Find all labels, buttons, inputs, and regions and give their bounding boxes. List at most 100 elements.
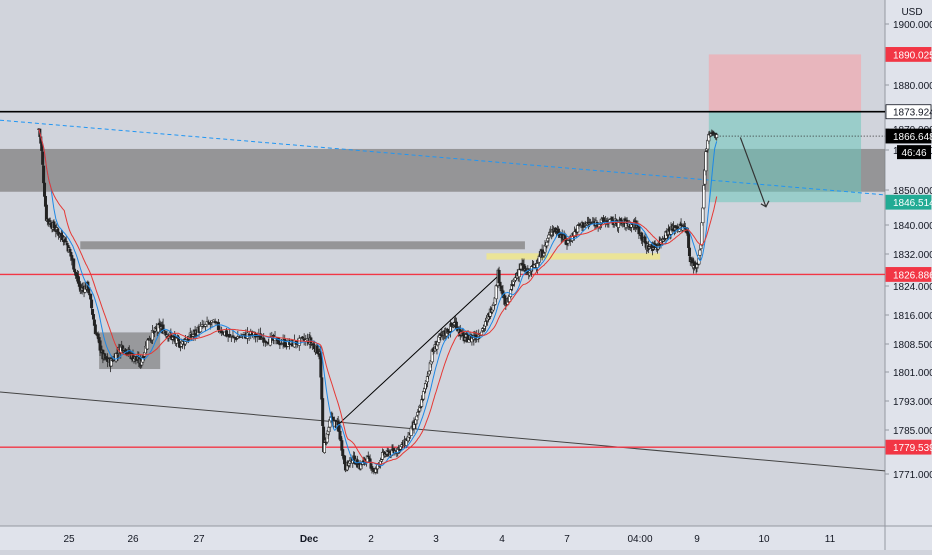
- projection-arrow: [739, 137, 767, 208]
- candle-body: [715, 134, 719, 138]
- candle-body: [87, 287, 91, 294]
- candle-body: [225, 330, 229, 337]
- price-badge-label: 1779.539: [893, 443, 932, 454]
- price-tick-label: 1850.000: [893, 186, 932, 197]
- candle-body: [228, 334, 232, 338]
- time-axis-labels: 25 26 27 Dec 2 3 4 7 04:00 9 10 11: [63, 534, 835, 545]
- candle-body: [231, 335, 235, 337]
- time-label: 9: [694, 534, 700, 545]
- price-badge-label: 1826.886: [893, 270, 932, 281]
- price-badge-box: [885, 128, 932, 144]
- candle-body: [89, 293, 93, 300]
- trade-stop-zone: [708, 54, 862, 112]
- candle-body: [380, 459, 384, 462]
- price-tick-label: 1816.000: [893, 311, 932, 322]
- candle-body: [68, 248, 72, 253]
- time-label: 04:00: [627, 534, 652, 545]
- candle-body: [220, 330, 224, 333]
- price-tick-label: 1832.000: [893, 250, 932, 261]
- time-label: 4: [499, 534, 505, 545]
- candle-body: [90, 299, 94, 309]
- candle-body: [297, 337, 301, 346]
- candle-body: [371, 467, 375, 470]
- price-tick-label: 1801.000: [893, 368, 932, 379]
- candle-body: [246, 332, 250, 339]
- price-badge: 1866.648: [885, 128, 932, 144]
- candle-body: [321, 398, 325, 426]
- price-badge-box: [885, 267, 932, 282]
- candle-body: [212, 319, 216, 323]
- candle-body: [498, 281, 502, 287]
- candle-body: [208, 323, 212, 325]
- candle-body: [255, 335, 259, 338]
- price-badge-box: [885, 47, 932, 62]
- candle-body: [199, 326, 203, 333]
- currency-label: USD: [901, 7, 922, 18]
- time-label: 26: [127, 534, 139, 545]
- candle-body: [333, 419, 337, 422]
- price-badge-label: 1873.924: [893, 108, 932, 119]
- trendline-1: [0, 391, 886, 472]
- trendline-0: [0, 119, 886, 196]
- price-badge-box: [885, 439, 932, 455]
- candle-body: [91, 314, 95, 320]
- candle-body: [701, 207, 705, 224]
- candle-body: [679, 223, 683, 227]
- price-tick-label: 1793.000: [893, 397, 932, 408]
- candle-body: [702, 185, 706, 209]
- time-axis-background: [0, 526, 932, 550]
- candle-body: [426, 373, 430, 377]
- candle-body: [258, 333, 262, 340]
- candle-body: [687, 247, 691, 257]
- candle-body: [417, 411, 421, 413]
- candle-body: [247, 334, 251, 336]
- candle-body: [279, 343, 283, 345]
- candle-body: [41, 151, 45, 165]
- candle-body: [494, 285, 498, 300]
- candle-body: [698, 249, 702, 256]
- candle-body: [96, 333, 100, 338]
- candle-body: [419, 406, 423, 409]
- candle-body: [412, 422, 416, 429]
- time-label: Dec: [300, 534, 319, 545]
- candle-body: [319, 352, 323, 378]
- trade-target-zone: [708, 111, 862, 203]
- candle-body: [146, 339, 150, 350]
- price-tick-label: 1880.000: [893, 81, 932, 92]
- price-badges: 1890.025 1873.924 1866.648 1846.514 1826.886…: [885, 47, 932, 455]
- candle-body: [265, 341, 269, 344]
- candle-body: [150, 330, 154, 341]
- time-label: 7: [564, 534, 570, 545]
- price-badge-box: [885, 194, 932, 210]
- price-tick-label: 1900.000: [893, 20, 932, 31]
- candle-body: [64, 240, 68, 243]
- time-label: 2: [368, 534, 374, 545]
- price-badge: 1826.886: [885, 267, 932, 282]
- time-label: 3: [433, 534, 439, 545]
- moving-average-fast: [38, 128, 718, 467]
- candle-body: [704, 151, 708, 172]
- candle-body: [547, 234, 551, 239]
- price-badge: 1890.025: [885, 47, 932, 62]
- price-badge-label: 1846.514: [893, 198, 932, 209]
- candle-body: [239, 336, 243, 338]
- time-label: 10: [758, 534, 770, 545]
- price-tick-label: 1808.500: [893, 340, 932, 351]
- price-badge-box: [885, 104, 932, 120]
- countdown-label: 46:46: [901, 148, 926, 159]
- projection-arrow-head: [760, 200, 770, 208]
- candle-body: [700, 222, 704, 246]
- candle-body: [535, 263, 539, 268]
- candle-body: [203, 324, 207, 327]
- candle-body: [322, 442, 326, 454]
- time-label: 11: [825, 534, 836, 545]
- price-badge-label: 1890.025: [893, 50, 932, 61]
- candle-body: [545, 241, 549, 247]
- candle-body: [98, 340, 102, 351]
- candle-body: [497, 269, 501, 284]
- moving-average-slow: [38, 128, 718, 465]
- zone-level: [80, 241, 525, 250]
- candle-body: [234, 337, 238, 340]
